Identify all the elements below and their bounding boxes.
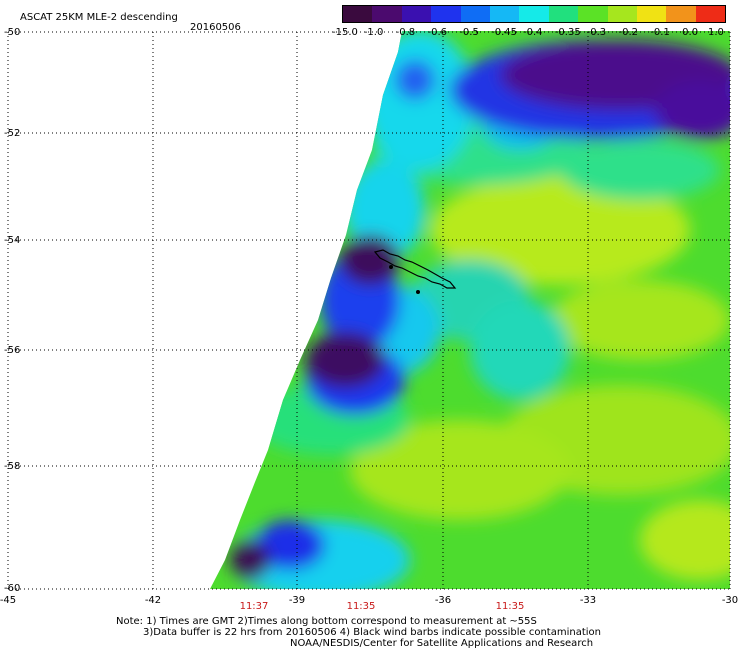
- colorbar-label: -0.45: [491, 27, 518, 38]
- note-line-1: Note: 1) Times are GMT 2)Times along bot…: [116, 616, 537, 627]
- time-label: 11:35: [346, 601, 376, 612]
- colorbar-label: -0.4: [523, 27, 543, 38]
- time-label: 11:37: [239, 601, 269, 612]
- note-line-3: NOAA/NESDIS/Center for Satellite Applica…: [290, 638, 594, 649]
- colorbar-label: -0.35: [554, 27, 581, 38]
- lon-label: -33: [579, 595, 597, 606]
- mle-swath: [200, 31, 730, 589]
- lat-label: -58: [4, 461, 21, 472]
- colorbar-label: -1.0: [363, 27, 384, 38]
- colorbar-swatch: [607, 6, 637, 22]
- colorbar-swatch: [372, 6, 402, 22]
- lon-label: -30: [721, 595, 739, 606]
- map-date: 20160506: [190, 22, 241, 33]
- colorbar-swatch: [489, 6, 520, 22]
- colorbar-swatch: [666, 6, 696, 22]
- colorbar: [342, 5, 726, 23]
- lon-label: -45: [0, 595, 17, 606]
- lat-lon-grid: [7, 31, 731, 590]
- map-title: ASCAT 25KM MLE-2 descending: [20, 12, 178, 23]
- colorbar-label: -0.1: [650, 27, 670, 38]
- lon-label: -36: [434, 595, 452, 606]
- lon-label: -39: [288, 595, 306, 606]
- lat-label: -52: [4, 128, 21, 139]
- colorbar-swatch: [519, 6, 549, 22]
- lon-label: -42: [144, 595, 162, 606]
- time-label: 11:35: [495, 601, 525, 612]
- lat-label: -54: [4, 235, 21, 246]
- colorbar-label: -0.6: [427, 27, 448, 38]
- island-coastline: [373, 249, 457, 294]
- colorbar-label: -0.8: [395, 27, 416, 38]
- lat-label: -56: [4, 345, 21, 356]
- colorbar-label: -0.3: [586, 27, 607, 38]
- colorbar-swatch: [578, 6, 608, 22]
- colorbar-label: -0.2: [618, 27, 639, 38]
- colorbar-swatch: [460, 6, 490, 22]
- colorbar-label: -15.0: [332, 27, 358, 38]
- colorbar-swatch: [431, 6, 461, 22]
- colorbar-swatch: [401, 6, 432, 22]
- colorbar-swatch: [636, 6, 667, 22]
- lat-label: -60: [4, 583, 21, 594]
- colorbar-swatch: [343, 6, 373, 22]
- colorbar-label: -0.5: [459, 27, 479, 38]
- colorbar-swatch: [695, 6, 726, 22]
- colorbar-label: 1.0: [708, 27, 724, 38]
- note-line-2: 3)Data buffer is 22 hrs from 20160506 4)…: [143, 627, 601, 638]
- colorbar-label: 0.0: [682, 27, 699, 38]
- colorbar-swatch: [548, 6, 579, 22]
- lat-label: -50: [4, 27, 21, 38]
